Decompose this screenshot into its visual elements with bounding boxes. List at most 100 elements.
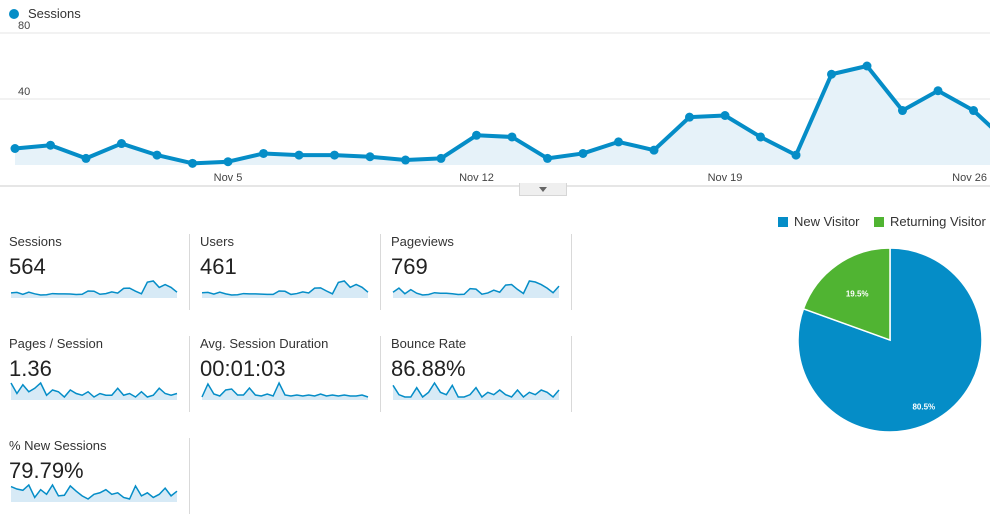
metric-value: 564 [9,254,46,279]
sessions-point[interactable] [117,139,126,149]
sessions-area [15,66,990,165]
metric-sessions[interactable]: Sessions 564 [9,234,190,310]
divider [189,234,190,310]
sessions-point[interactable] [365,152,375,162]
chart-legend[interactable]: Sessions [9,6,81,21]
divider [380,234,381,310]
new-visitor-swatch [778,216,788,227]
y-tick-label: 40 [18,86,30,98]
metric-label: Bounce Rate [391,336,467,351]
sessions-line-chart: 40 80 Nov 5 Nov 12 Nov 19 Nov 26 [0,20,990,187]
sessions-point[interactable] [933,86,943,96]
pie-slice-new-visitor[interactable] [797,247,983,433]
metric-label: Pageviews [391,234,454,249]
sparkline-area [11,281,177,298]
sessions-point[interactable] [188,158,197,168]
sessions-point[interactable] [436,153,446,163]
metric-new-sessions[interactable]: % New Sessions 79.79% [9,438,190,514]
sparkline [392,381,560,400]
sessions-point[interactable] [401,155,410,165]
sessions-point[interactable] [791,150,801,160]
sparkline-line [392,381,560,399]
x-tick-label: Nov 5 [214,172,243,184]
sessions-point[interactable] [827,69,836,79]
sparkline [10,483,178,502]
collapse-chart-button[interactable] [519,183,567,196]
sparkline-area [202,383,368,400]
pie-slice-label: 19.5% [846,289,869,298]
sparkline-area [393,383,559,400]
sparkline-line [201,280,369,296]
metric-label: Avg. Session Duration [200,336,329,351]
divider [571,234,572,310]
visitor-type-pie-chart: 80.5% 19.5% [797,247,983,433]
sparkline-area [11,383,177,400]
metric-users[interactable]: Users 461 [200,234,381,310]
metric-value: 1.36 [9,356,52,381]
sparkline-line [10,381,178,399]
sparkline [201,280,369,298]
sessions-point[interactable] [756,132,765,142]
sessions-point[interactable] [81,153,91,163]
sessions-point[interactable] [543,153,552,163]
metric-pages-per-session[interactable]: Pages / Session 1.36 [9,336,190,412]
pie-slice-label: 80.5% [912,402,935,411]
metric-value: 769 [391,254,428,279]
divider [571,336,572,412]
sessions-point[interactable] [10,144,20,153]
sparkline [392,280,560,298]
x-tick-label: Nov 12 [459,172,494,184]
sparkline-line [10,483,178,500]
sparkline-line [10,280,178,296]
sessions-point[interactable] [507,132,517,142]
metric-bounce-rate[interactable]: Bounce Rate 86.88% [391,336,572,412]
sessions-point[interactable] [472,130,481,140]
sessions-point[interactable] [720,111,730,120]
sessions-point[interactable] [330,150,339,160]
sessions-point[interactable] [46,140,55,150]
sessions-point[interactable] [294,150,304,160]
sessions-point[interactable] [152,150,162,160]
sparkline [10,280,178,298]
pie-legend-returning-visitor[interactable]: Returning Visitor [874,214,986,229]
sessions-point[interactable] [898,106,907,116]
y-tick-label: 80 [18,20,30,32]
sparkline [10,381,178,400]
metric-label: Pages / Session [9,336,103,351]
sessions-point[interactable] [862,61,872,71]
metric-value: 86.88% [391,356,466,381]
sessions-point[interactable] [223,157,233,167]
divider [189,336,190,412]
divider [189,438,190,514]
sessions-legend-dot [9,8,19,19]
sessions-point[interactable] [969,106,978,116]
metric-label: Users [200,234,234,249]
x-tick-label: Nov 19 [708,172,743,184]
metric-avg-session-duration[interactable]: Avg. Session Duration 00:01:03 [200,336,381,412]
metric-pageviews[interactable]: Pageviews 769 [391,234,572,310]
sessions-point[interactable] [259,148,268,158]
sparkline-area [11,485,177,502]
sessions-point[interactable] [578,148,588,158]
metric-value: 79.79% [9,458,84,483]
metric-label: % New Sessions [9,438,107,453]
divider [380,336,381,412]
sparkline-area [202,281,368,298]
sessions-point[interactable] [649,145,659,155]
pie-legend-label: New Visitor [794,214,860,229]
sessions-point[interactable] [614,137,623,147]
metric-value: 00:01:03 [200,356,286,381]
x-tick-label: Nov 26 [952,172,987,184]
sparkline-line [392,280,560,296]
metric-label: Sessions [9,234,62,249]
pie-slice-returning-visitor[interactable] [802,247,891,342]
pie-legend-label: Returning Visitor [890,214,986,229]
sessions-legend-label: Sessions [28,6,81,21]
pie-legend-new-visitor[interactable]: New Visitor [778,214,860,229]
sessions-point[interactable] [685,112,694,122]
sparkline [201,381,369,400]
returning-visitor-swatch [874,216,884,227]
sparkline-line [201,381,369,398]
metric-value: 461 [200,254,237,279]
chevron-down-icon [539,187,547,192]
